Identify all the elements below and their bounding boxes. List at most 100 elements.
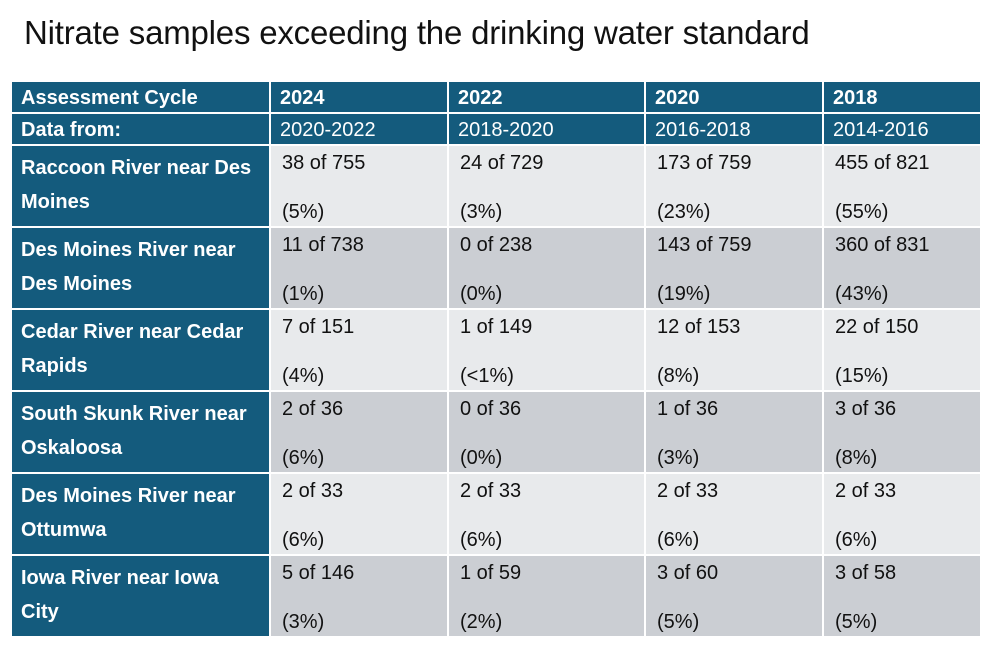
exceed-percent: (15%) bbox=[835, 365, 889, 387]
exceed-count: 11 of 738 bbox=[282, 234, 364, 256]
table-cell: 7 of 151 (4%) bbox=[269, 308, 449, 392]
exceed-count: 2 of 33 bbox=[835, 480, 897, 502]
table-row: South Skunk River near Oskaloosa 2 of 36… bbox=[10, 390, 982, 474]
table-cell: 2 of 33 (6%) bbox=[447, 472, 646, 556]
exceed-percent: (6%) bbox=[282, 447, 325, 469]
exceed-percent: (5%) bbox=[835, 611, 878, 633]
header-cell: 2020-2022 bbox=[269, 112, 449, 146]
table-cell: 1 of 149 (<1%) bbox=[447, 308, 646, 392]
site-name: Iowa River near Iowa City bbox=[21, 567, 219, 623]
table-cell: 11 of 738 (1%) bbox=[269, 226, 449, 310]
exceed-percent: (6%) bbox=[460, 529, 503, 551]
exceed-count: 22 of 150 bbox=[835, 316, 919, 338]
exceed-percent: (3%) bbox=[282, 611, 325, 633]
exceed-count: 5 of 146 bbox=[282, 562, 355, 584]
table-cell: 1 of 36 (3%) bbox=[644, 390, 824, 474]
exceed-count: 2 of 33 bbox=[657, 480, 719, 502]
header-cell: 2016-2018 bbox=[644, 112, 824, 146]
year-label: 2022 bbox=[458, 87, 503, 109]
table-cell: 2 of 36 (6%) bbox=[269, 390, 449, 474]
exceed-count: 0 of 238 bbox=[460, 234, 533, 256]
table-row: Des Moines River near Ottumwa 2 of 33 (6%… bbox=[10, 472, 982, 556]
exceed-count: 2 of 33 bbox=[460, 480, 522, 502]
table-cell: 38 of 755 (5%) bbox=[269, 144, 449, 228]
exceed-percent: (0%) bbox=[460, 283, 503, 305]
exceed-percent: (3%) bbox=[657, 447, 700, 469]
table-cell: 3 of 36 (8%) bbox=[822, 390, 982, 474]
exceed-percent: (6%) bbox=[282, 529, 325, 551]
exceed-percent: (6%) bbox=[835, 529, 878, 551]
exceed-count: 2 of 36 bbox=[282, 398, 344, 420]
site-name: South Skunk River near Oskaloosa bbox=[21, 403, 247, 459]
exceed-percent: (8%) bbox=[835, 447, 878, 469]
exceed-percent: (55%) bbox=[835, 201, 889, 223]
header-cell: 2024 bbox=[269, 80, 449, 114]
table-cell: 12 of 153 (8%) bbox=[644, 308, 824, 392]
header-cell: Data from: bbox=[10, 112, 271, 146]
table-cell: 3 of 58 (5%) bbox=[822, 554, 982, 638]
header-cell: 2018-2020 bbox=[447, 112, 646, 146]
site-name: Cedar River near Cedar Rapids bbox=[21, 321, 244, 377]
header-cell: 2022 bbox=[447, 80, 646, 114]
exceed-count: 2 of 33 bbox=[282, 480, 344, 502]
data-range: 2020-2022 bbox=[280, 119, 376, 141]
exceed-percent: (4%) bbox=[282, 365, 325, 387]
table-cell: 2 of 33 (6%) bbox=[644, 472, 824, 556]
exceed-count: 12 of 153 bbox=[657, 316, 741, 338]
exceed-percent: (5%) bbox=[282, 201, 325, 223]
exceed-count: 38 of 755 bbox=[282, 152, 366, 174]
exceed-count: 1 of 59 bbox=[460, 562, 522, 584]
exceed-percent: (23%) bbox=[657, 201, 711, 223]
exceed-percent: (<1%) bbox=[460, 365, 514, 387]
table-cell: 143 of 759 (19%) bbox=[644, 226, 824, 310]
year-label: 2024 bbox=[280, 87, 325, 109]
exceed-count: 1 of 36 bbox=[657, 398, 719, 420]
table-cell: 22 of 150 (15%) bbox=[822, 308, 982, 392]
table-cell: 173 of 759 (23%) bbox=[644, 144, 824, 228]
table-cell: 360 of 831 (43%) bbox=[822, 226, 982, 310]
table-row: Cedar River near Cedar Rapids 7 of 151 (4… bbox=[10, 308, 982, 392]
site-cell: Cedar River near Cedar Rapids bbox=[10, 308, 271, 392]
header-cell: 2020 bbox=[644, 80, 824, 114]
exceed-count: 360 of 831 bbox=[835, 234, 930, 256]
table-row: Des Moines River near Des Moines 11 of 7… bbox=[10, 226, 982, 310]
data-range: 2018-2020 bbox=[458, 119, 554, 141]
site-cell: Iowa River near Iowa City bbox=[10, 554, 271, 638]
exceed-percent: (1%) bbox=[282, 283, 325, 305]
exceed-count: 173 of 759 bbox=[657, 152, 752, 174]
table-cell: 455 of 821 (55%) bbox=[822, 144, 982, 228]
exceed-count: 0 of 36 bbox=[460, 398, 522, 420]
header-row-assessment-cycle: Assessment Cycle 2024 2022 2020 2018 bbox=[10, 80, 982, 114]
table-cell: 5 of 146 (3%) bbox=[269, 554, 449, 638]
site-cell: South Skunk River near Oskaloosa bbox=[10, 390, 271, 474]
header-cell: 2018 bbox=[822, 80, 982, 114]
exceed-percent: (6%) bbox=[657, 529, 700, 551]
nitrate-table: Assessment Cycle 2024 2022 2020 2018 Dat… bbox=[10, 80, 982, 638]
exceed-count: 3 of 36 bbox=[835, 398, 897, 420]
header-cell: Assessment Cycle bbox=[10, 80, 271, 114]
exceed-count: 143 of 759 bbox=[657, 234, 752, 256]
exceed-count: 3 of 60 bbox=[657, 562, 719, 584]
table-cell: 24 of 729 (3%) bbox=[447, 144, 646, 228]
exceed-percent: (19%) bbox=[657, 283, 711, 305]
exceed-count: 24 of 729 bbox=[460, 152, 544, 174]
assessment-cycle-label: Assessment Cycle bbox=[21, 87, 198, 109]
data-range: 2016-2018 bbox=[655, 119, 751, 141]
table-cell: 3 of 60 (5%) bbox=[644, 554, 824, 638]
header-row-data-from: Data from: 2020-2022 2018-2020 2016-2018… bbox=[10, 112, 982, 146]
table-cell: 2 of 33 (6%) bbox=[269, 472, 449, 556]
year-label: 2020 bbox=[655, 87, 700, 109]
site-cell: Des Moines River near Des Moines bbox=[10, 226, 271, 310]
exceed-count: 1 of 149 bbox=[460, 316, 533, 338]
table-cell: 2 of 33 (6%) bbox=[822, 472, 982, 556]
data-from-label: Data from: bbox=[21, 119, 122, 141]
exceed-count: 455 of 821 bbox=[835, 152, 930, 174]
exceed-percent: (43%) bbox=[835, 283, 889, 305]
page-title: Nitrate samples exceeding the drinking w… bbox=[24, 14, 810, 51]
table-cell: 0 of 36 (0%) bbox=[447, 390, 646, 474]
data-range: 2014-2016 bbox=[833, 119, 929, 141]
table-row: Iowa River near Iowa City 5 of 146 (3%) 1… bbox=[10, 554, 982, 638]
exceed-count: 7 of 151 bbox=[282, 316, 355, 338]
exceed-percent: (5%) bbox=[657, 611, 700, 633]
site-name: Raccoon River near Des Moines bbox=[21, 157, 252, 213]
